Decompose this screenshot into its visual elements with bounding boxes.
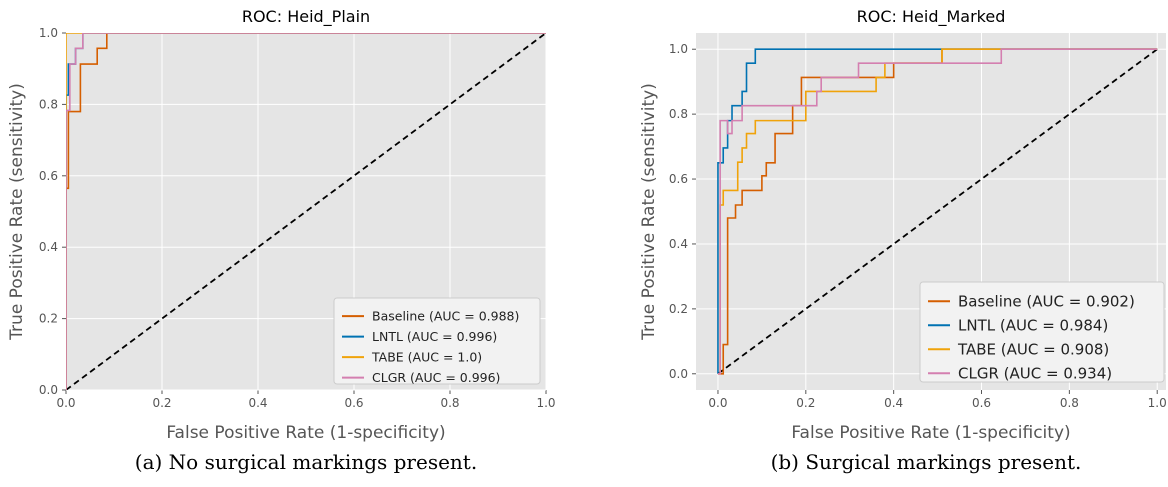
x-tick-label: 1.0: [536, 396, 555, 410]
y-tick-label: 0.8: [39, 97, 58, 111]
series-line-tabe: [717, 48, 1158, 375]
legend-entry: TABE (AUC = 1.0): [371, 350, 482, 365]
x-tick-label: 1.0: [1148, 396, 1167, 410]
chart-title: ROC: Heid_Marked: [857, 7, 1006, 27]
x-tick-label: 0.0: [56, 396, 75, 410]
legend-entry: CLGR (AUC = 0.934): [958, 364, 1112, 382]
roc-chart-heid-plain: 0.0 0.2 0.4 0.6 0.8 1.0 0.0 0.2 0.4 0.6 0.8 1.0 ROC:…: [7, 7, 556, 443]
legend: Baseline (AUC = 0.902) LNTL (AUC = 0.984)…: [919, 281, 1165, 383]
chance-diagonal-line: [717, 48, 1158, 375]
y-tick-label: 0.4: [39, 240, 58, 254]
series-line-clgr: [717, 48, 1158, 375]
series-line-clgr: [66, 33, 546, 390]
caption-a: (a) No surgical markings present.: [134, 450, 478, 474]
legend-entry: Baseline (AUC = 0.902): [958, 292, 1135, 310]
x-tick-label: 0.8: [440, 396, 459, 410]
legend-box: [919, 281, 1165, 383]
x-tick-label: 0.4: [884, 396, 903, 410]
x-tick-label: 0.8: [1060, 396, 1079, 410]
x-tick-label: 0.6: [972, 396, 991, 410]
y-tick-label: 0.2: [39, 312, 58, 326]
caption-b: (b) Surgical markings present.: [770, 450, 1082, 474]
x-tick-label: 0.0: [708, 396, 727, 410]
y-tick-label: 0.0: [39, 383, 58, 397]
y-tick-label: 0.8: [669, 107, 688, 121]
y-tick-label: 1.0: [669, 42, 688, 56]
y-tick-label: 1.0: [39, 26, 58, 40]
x-tick-label: 0.2: [152, 396, 171, 410]
series-line-baseline: [717, 48, 1158, 375]
x-tick-label: 0.4: [248, 396, 267, 410]
legend: Baseline (AUC = 0.988) LNTL (AUC = 0.996)…: [333, 297, 541, 385]
y-tick-label: 0.6: [39, 169, 58, 183]
x-tick-label: 0.6: [344, 396, 363, 410]
y-axis-label: True Positive Rate (sensitivity): [639, 83, 659, 341]
y-tick-label: 0.0: [669, 367, 688, 381]
legend-entry: TABE (AUC = 0.908): [957, 340, 1109, 358]
legend-entry: LNTL (AUC = 0.984): [958, 316, 1108, 334]
y-tick-label: 0.6: [669, 172, 688, 186]
roc-chart-heid-marked: 0.0 0.2 0.4 0.6 0.8 1.0 0.0 0.2 0.4 0.6 0.8 1.0 ROC:…: [639, 7, 1167, 443]
x-axis-label: False Positive Rate (1-specificity): [166, 423, 445, 443]
legend-entry: CLGR (AUC = 0.996): [372, 370, 500, 385]
y-tick-label: 0.2: [669, 302, 688, 316]
x-tick-label: 0.2: [796, 396, 815, 410]
chart-title: ROC: Heid_Plain: [242, 7, 370, 27]
y-axis-label: True Positive Rate (sensitivity): [7, 83, 27, 341]
legend-box: [333, 297, 541, 385]
legend-entry: LNTL (AUC = 0.996): [372, 329, 497, 344]
series-line-baseline: [66, 33, 546, 390]
legend-entry: Baseline (AUC = 0.988): [372, 309, 519, 324]
series-line-lntl: [717, 48, 1158, 374]
x-axis-label: False Positive Rate (1-specificity): [791, 423, 1070, 443]
y-tick-label: 0.4: [669, 237, 688, 251]
